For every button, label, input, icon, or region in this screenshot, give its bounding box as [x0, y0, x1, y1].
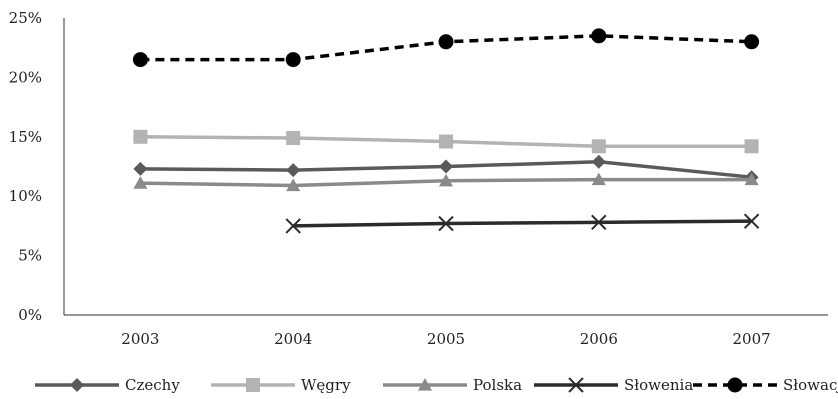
y-tick-label: 5% — [18, 247, 42, 265]
series-2 — [133, 172, 759, 192]
legend-label: Polska — [473, 376, 522, 394]
series-marker — [744, 139, 759, 154]
legend-entry: Słowenia — [534, 376, 693, 394]
series-marker — [438, 34, 454, 50]
legend-label: Czechy — [125, 376, 180, 394]
legend-entry: Czechy — [35, 376, 180, 394]
series-marker — [133, 161, 148, 176]
series-marker — [591, 172, 606, 186]
legend-entry: Węgry — [211, 376, 351, 394]
y-tick-label: 0% — [18, 306, 42, 324]
series-marker — [744, 34, 760, 50]
x-tick-label: 2003 — [121, 330, 159, 348]
series-marker — [727, 377, 743, 393]
series-marker — [591, 214, 607, 231]
series-marker — [744, 172, 759, 186]
series-marker — [418, 378, 432, 391]
series-marker — [285, 218, 301, 234]
series-marker — [439, 159, 453, 174]
series-marker — [591, 154, 606, 169]
series-marker — [439, 173, 453, 187]
y-tick-label: 25% — [9, 9, 42, 27]
x-tick-label: 2005 — [427, 330, 465, 348]
series-marker — [743, 213, 760, 229]
series-marker — [568, 377, 584, 393]
series-marker — [246, 378, 260, 392]
series-marker — [286, 178, 301, 192]
y-tick-label: 15% — [9, 128, 42, 146]
series-line — [293, 219, 752, 228]
series-marker — [133, 176, 148, 189]
x-tick-label: 2004 — [274, 330, 312, 348]
legend-entry: Słowacja — [693, 376, 838, 394]
legend-label: Węgry — [301, 376, 351, 394]
axes — [63, 18, 828, 316]
series-layer — [132, 28, 760, 234]
x-tick-label: 2006 — [580, 330, 618, 348]
series-4 — [132, 28, 760, 68]
series-marker — [133, 129, 148, 144]
series-marker — [438, 215, 454, 232]
series-marker — [439, 134, 453, 149]
series-3 — [285, 213, 760, 234]
y-tick-label: 20% — [9, 68, 42, 86]
x-axis-ticks: 2003 2004 2005 2006 2007 — [121, 330, 770, 348]
series-1 — [133, 129, 759, 154]
y-tick-label: 10% — [9, 187, 42, 205]
legend-label: Słowacja — [783, 376, 838, 394]
series-marker — [286, 130, 301, 145]
series-marker — [132, 52, 148, 68]
series-marker — [70, 378, 84, 392]
y-axis-ticks: 0% 5% 10% 15% 20% 25% — [9, 9, 42, 324]
series-marker — [286, 163, 301, 178]
legend-label: Słowenia — [624, 376, 693, 394]
series-marker — [285, 52, 301, 68]
series-marker — [591, 28, 607, 44]
x-tick-label: 2007 — [733, 330, 771, 348]
series-marker — [591, 139, 606, 154]
legend-entry: Polska — [383, 376, 522, 394]
legend: Czechy Węgry Polska Słowenia Słowacja — [35, 376, 838, 394]
